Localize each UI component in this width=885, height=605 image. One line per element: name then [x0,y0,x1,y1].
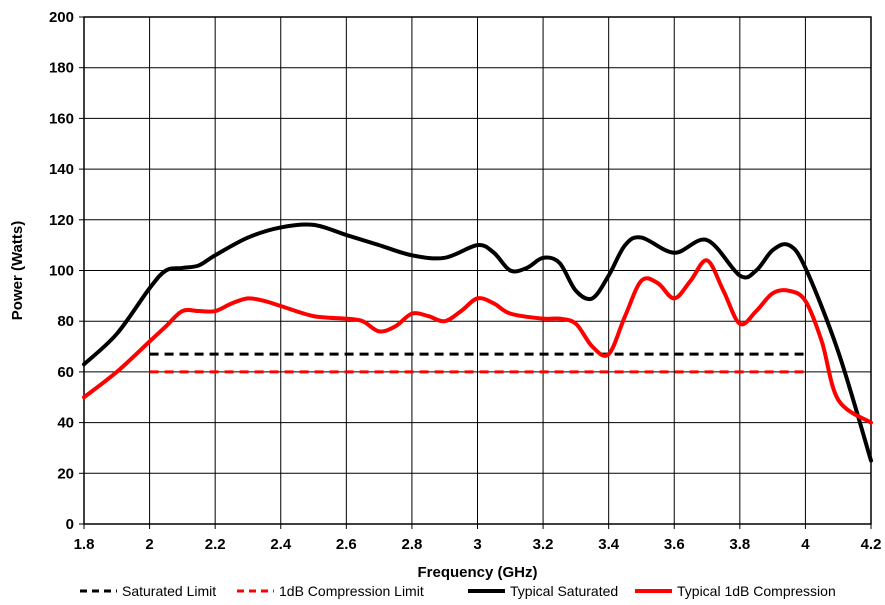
y-tick-label: 40 [57,415,74,432]
x-tick-label: 4 [801,536,810,553]
x-tick-label: 1.8 [74,536,95,553]
y-tick-label: 60 [57,364,74,381]
x-tick-label: 4.2 [861,536,882,553]
plot-area-frame [83,16,872,525]
series-layer [82,222,873,463]
legend-label-typical-saturated: Typical Saturated [510,583,618,599]
x-axis-title: Frequency (GHz) [417,564,537,581]
x-tick-label: 3 [473,536,481,553]
series-line-typical-saturated [82,222,873,463]
x-tick-label: 3.8 [729,536,750,553]
y-tick-label: 160 [49,110,74,127]
y-tick-label: 100 [49,263,74,280]
legend-label-typical-1db-compression: Typical 1dB Compression [677,583,836,599]
x-tick-label: 2.4 [270,536,292,553]
y-axis-title: Power (Watts) [9,221,26,320]
x-tick-label: 3.2 [533,536,554,553]
series-line-typical-1db-compression [82,258,873,425]
legend: Saturated Limit 1dB Compression Limit Typi… [80,583,836,599]
y-tick-label: 200 [49,9,74,26]
x-tick-label: 3.6 [664,536,685,553]
y-tick-label: 180 [49,60,74,77]
x-tick-label: 2.8 [401,536,422,553]
y-axis-tick-labels: 0 20 40 60 80 100 120 140 160 180 200 [49,9,74,533]
x-tick-label: 2.6 [336,536,357,553]
y-tick-label: 0 [66,516,74,533]
x-tick-label: 2 [145,536,153,553]
x-tick-label: 3.4 [598,536,620,553]
x-axis-tick-labels: 1.8 2 2.2 2.4 2.6 2.8 3 3.2 3.4 3.6 3.8 4 4.2 [74,536,882,553]
y-tick-label: 140 [49,161,74,178]
y-tick-label: 20 [57,465,74,482]
y-tick-label: 80 [57,313,74,330]
legend-label-saturated-limit: Saturated Limit [122,583,216,599]
x-tick-label: 2.2 [205,536,226,553]
legend-label-1db-compression-limit: 1dB Compression Limit [279,583,424,599]
y-tick-label: 120 [49,212,74,229]
